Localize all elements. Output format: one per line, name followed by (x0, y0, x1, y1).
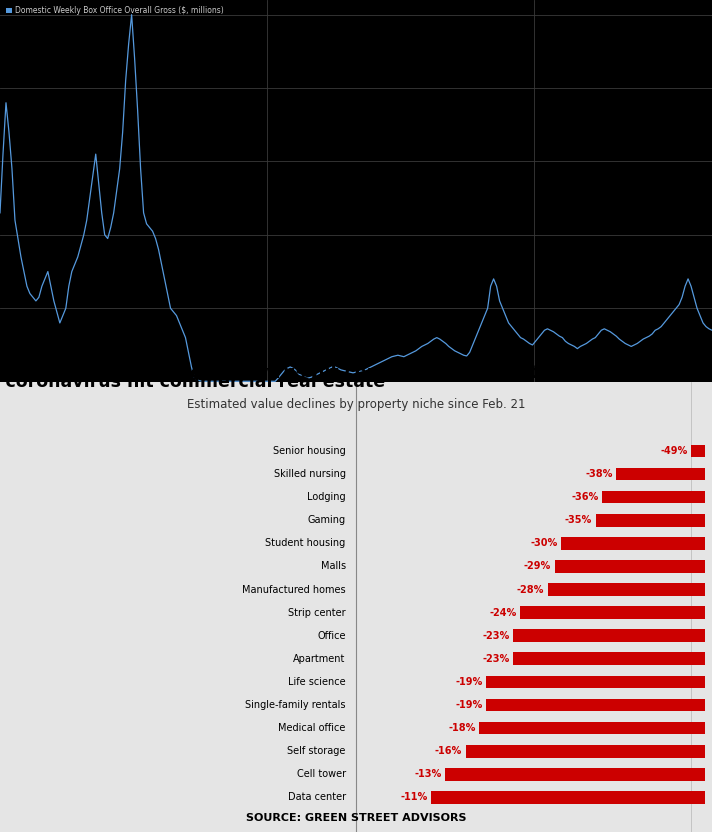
Text: -11%: -11% (401, 792, 428, 802)
Text: Lodging: Lodging (307, 492, 346, 503)
Text: SOURCE: GREEN STREET ADVISORS: SOURCE: GREEN STREET ADVISORS (246, 813, 466, 823)
Text: -49%: -49% (661, 446, 688, 456)
Text: Senior housing: Senior housing (273, 446, 346, 456)
Text: Gaming: Gaming (308, 515, 346, 525)
Text: -24%: -24% (490, 607, 517, 617)
Text: 2019: 2019 (78, 414, 100, 423)
Text: -13%: -13% (414, 770, 441, 780)
Text: -38%: -38% (585, 469, 613, 479)
Bar (486, 699, 705, 711)
Bar (466, 745, 705, 757)
Bar (486, 676, 705, 688)
Text: How coronavirus hit commercial real estate: How coronavirus hit commercial real esta… (0, 373, 385, 391)
Bar (445, 768, 705, 780)
Bar (616, 468, 705, 480)
Text: -29%: -29% (524, 562, 551, 572)
Bar (520, 607, 705, 619)
Bar (513, 629, 705, 642)
Bar (555, 560, 705, 572)
Bar (602, 491, 705, 503)
Text: -30%: -30% (530, 538, 558, 548)
Text: Cell tower: Cell tower (297, 770, 346, 780)
Text: Skilled nursing: Skilled nursing (273, 469, 346, 479)
Bar (548, 583, 705, 596)
Bar (596, 514, 705, 527)
Text: Student housing: Student housing (266, 538, 346, 548)
Text: Self storage: Self storage (288, 746, 346, 756)
Text: Data center: Data center (288, 792, 346, 802)
Text: -23%: -23% (483, 631, 510, 641)
Text: 2020: 2020 (389, 414, 412, 423)
Text: -35%: -35% (565, 515, 592, 525)
Text: -28%: -28% (517, 585, 544, 595)
Bar (561, 537, 705, 550)
Text: DWBGWKGS Index (Domestic Weekly Box Office Overall Gross) Box Office Revenue  We: DWBGWKGS Index (Domestic Weekly Box Offi… (0, 439, 428, 444)
Legend: Domestic Weekly Box Office Overall Gross ($, millions): Domestic Weekly Box Office Overall Gross… (4, 4, 226, 17)
Text: -18%: -18% (449, 723, 476, 733)
Text: Manufactured homes: Manufactured homes (242, 585, 346, 595)
Bar (431, 791, 705, 804)
Text: Estimated value declines by property niche since Feb. 21: Estimated value declines by property nic… (187, 398, 525, 411)
Text: Single-family rentals: Single-family rentals (245, 700, 346, 710)
Text: -19%: -19% (456, 700, 483, 710)
Text: Life science: Life science (288, 677, 346, 687)
Text: -19%: -19% (456, 677, 483, 687)
Text: 2021: 2021 (612, 414, 634, 423)
Bar (691, 444, 705, 458)
Text: Medical office: Medical office (278, 723, 346, 733)
Text: Malls: Malls (320, 562, 346, 572)
Text: Apartment: Apartment (293, 654, 346, 664)
Text: How coronavirus hit commercial real estate: How coronavirus hit commercial real esta… (142, 364, 570, 382)
Bar (513, 652, 705, 665)
Text: -16%: -16% (435, 746, 462, 756)
Bar (479, 721, 705, 735)
Text: Office: Office (318, 631, 346, 641)
Text: -23%: -23% (483, 654, 510, 664)
Text: Strip center: Strip center (288, 607, 346, 617)
Text: -36%: -36% (572, 492, 599, 503)
